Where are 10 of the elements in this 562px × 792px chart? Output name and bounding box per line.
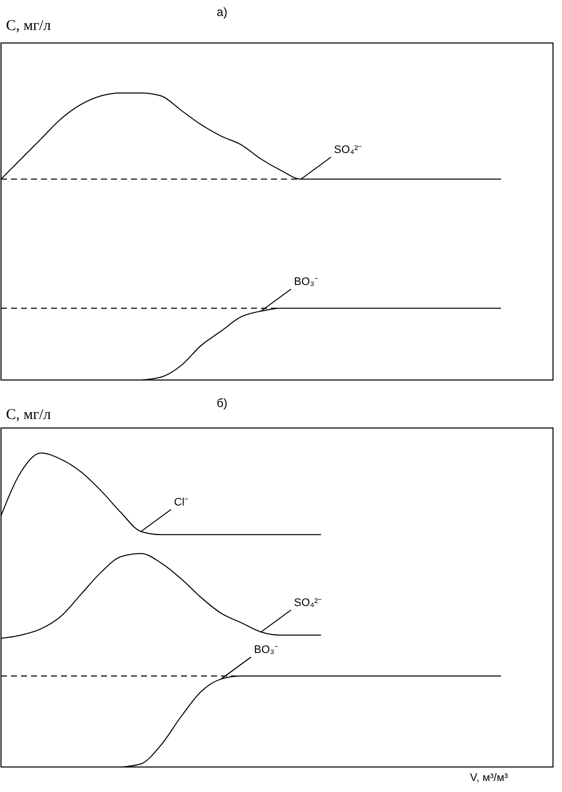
chart-title: б) xyxy=(216,396,228,410)
y-axis-title: С, мг/л xyxy=(6,407,52,423)
text: SO₄²⁻ xyxy=(294,596,322,609)
text: SO₄²⁻ xyxy=(334,144,362,156)
chart-title: а) xyxy=(216,5,228,19)
text: Cl⁻ xyxy=(174,496,188,508)
y-axis-title: С, мг/л xyxy=(6,18,52,34)
x-axis-title: V, м³/м³ xyxy=(470,772,508,784)
legend-label: BO₃⁻ xyxy=(254,644,278,656)
series-label: BO₃⁻ xyxy=(294,276,318,288)
